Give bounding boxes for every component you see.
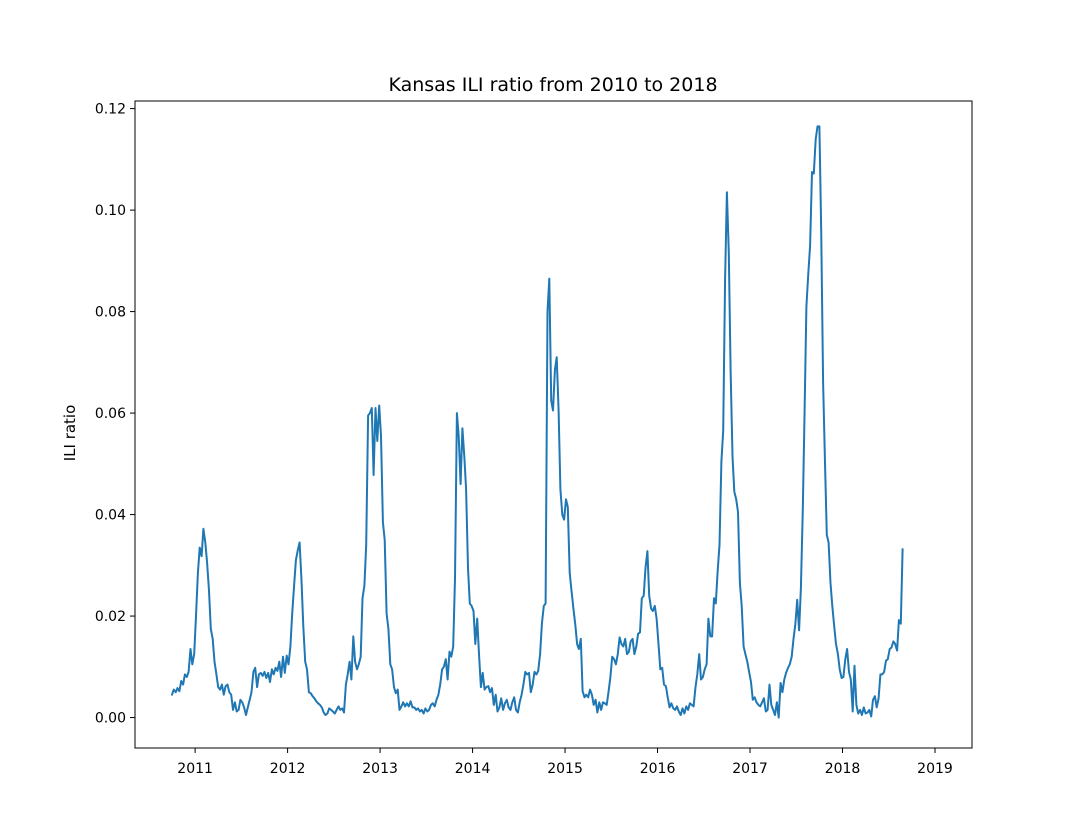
y-tick-label: 0.12 [95,102,126,118]
y-tick-label: 0.08 [95,305,126,321]
y-axis-label: ILI ratio [61,405,79,462]
y-tick-label: 0.10 [95,203,126,219]
x-axis-ticks: 2011 2012 2013 2014 2015 2016 2017 2018 2019 [177,748,953,777]
y-tick-label: 0.02 [95,609,126,625]
y-tick-label: 0.00 [95,711,126,727]
y-axis-ticks: 0.00 0.02 0.04 0.06 0.08 0.10 0.12 [95,102,135,727]
plot-area-frame [134,100,973,749]
series-line-ili-ratio [171,125,904,719]
x-tick-label: 2015 [547,761,583,777]
chart-title: Kansas ILI ratio from 2010 to 2018 [388,74,717,96]
x-tick-label: 2012 [270,761,306,777]
x-tick-label: 2018 [825,761,861,777]
y-tick-label: 0.04 [95,508,126,524]
x-tick-label: 2011 [177,761,213,777]
x-tick-label: 2016 [640,761,676,777]
x-tick-label: 2019 [917,761,953,777]
x-tick-label: 2017 [732,761,768,777]
x-tick-label: 2014 [455,761,491,777]
x-tick-label: 2013 [362,761,398,777]
y-tick-label: 0.06 [95,406,126,422]
